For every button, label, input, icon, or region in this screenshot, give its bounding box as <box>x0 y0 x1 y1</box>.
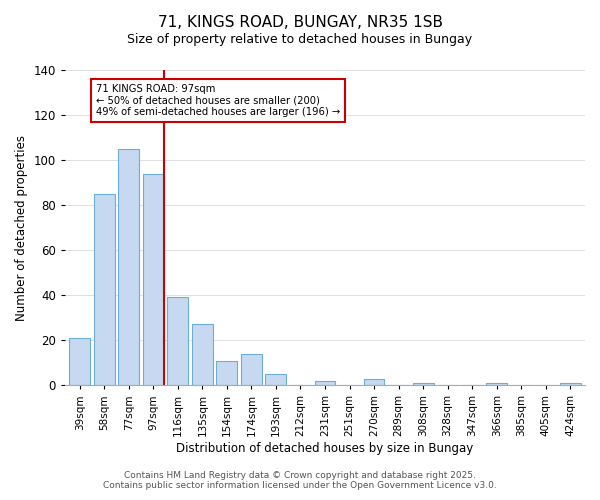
Bar <box>560 383 581 386</box>
Bar <box>364 378 385 386</box>
Y-axis label: Number of detached properties: Number of detached properties <box>15 134 28 320</box>
Bar <box>241 354 262 386</box>
X-axis label: Distribution of detached houses by size in Bungay: Distribution of detached houses by size … <box>176 442 473 455</box>
Bar <box>192 324 213 386</box>
Text: Size of property relative to detached houses in Bungay: Size of property relative to detached ho… <box>127 32 473 46</box>
Bar <box>217 360 237 386</box>
Bar <box>265 374 286 386</box>
Bar <box>167 298 188 386</box>
Text: 71 KINGS ROAD: 97sqm
← 50% of detached houses are smaller (200)
49% of semi-deta: 71 KINGS ROAD: 97sqm ← 50% of detached h… <box>96 84 340 117</box>
Bar <box>69 338 90 386</box>
Text: 71, KINGS ROAD, BUNGAY, NR35 1SB: 71, KINGS ROAD, BUNGAY, NR35 1SB <box>157 15 443 30</box>
Text: Contains HM Land Registry data © Crown copyright and database right 2025.
Contai: Contains HM Land Registry data © Crown c… <box>103 470 497 490</box>
Bar <box>94 194 115 386</box>
Bar <box>314 381 335 386</box>
Bar <box>413 383 434 386</box>
Bar <box>143 174 164 386</box>
Bar <box>118 149 139 386</box>
Bar <box>486 383 507 386</box>
